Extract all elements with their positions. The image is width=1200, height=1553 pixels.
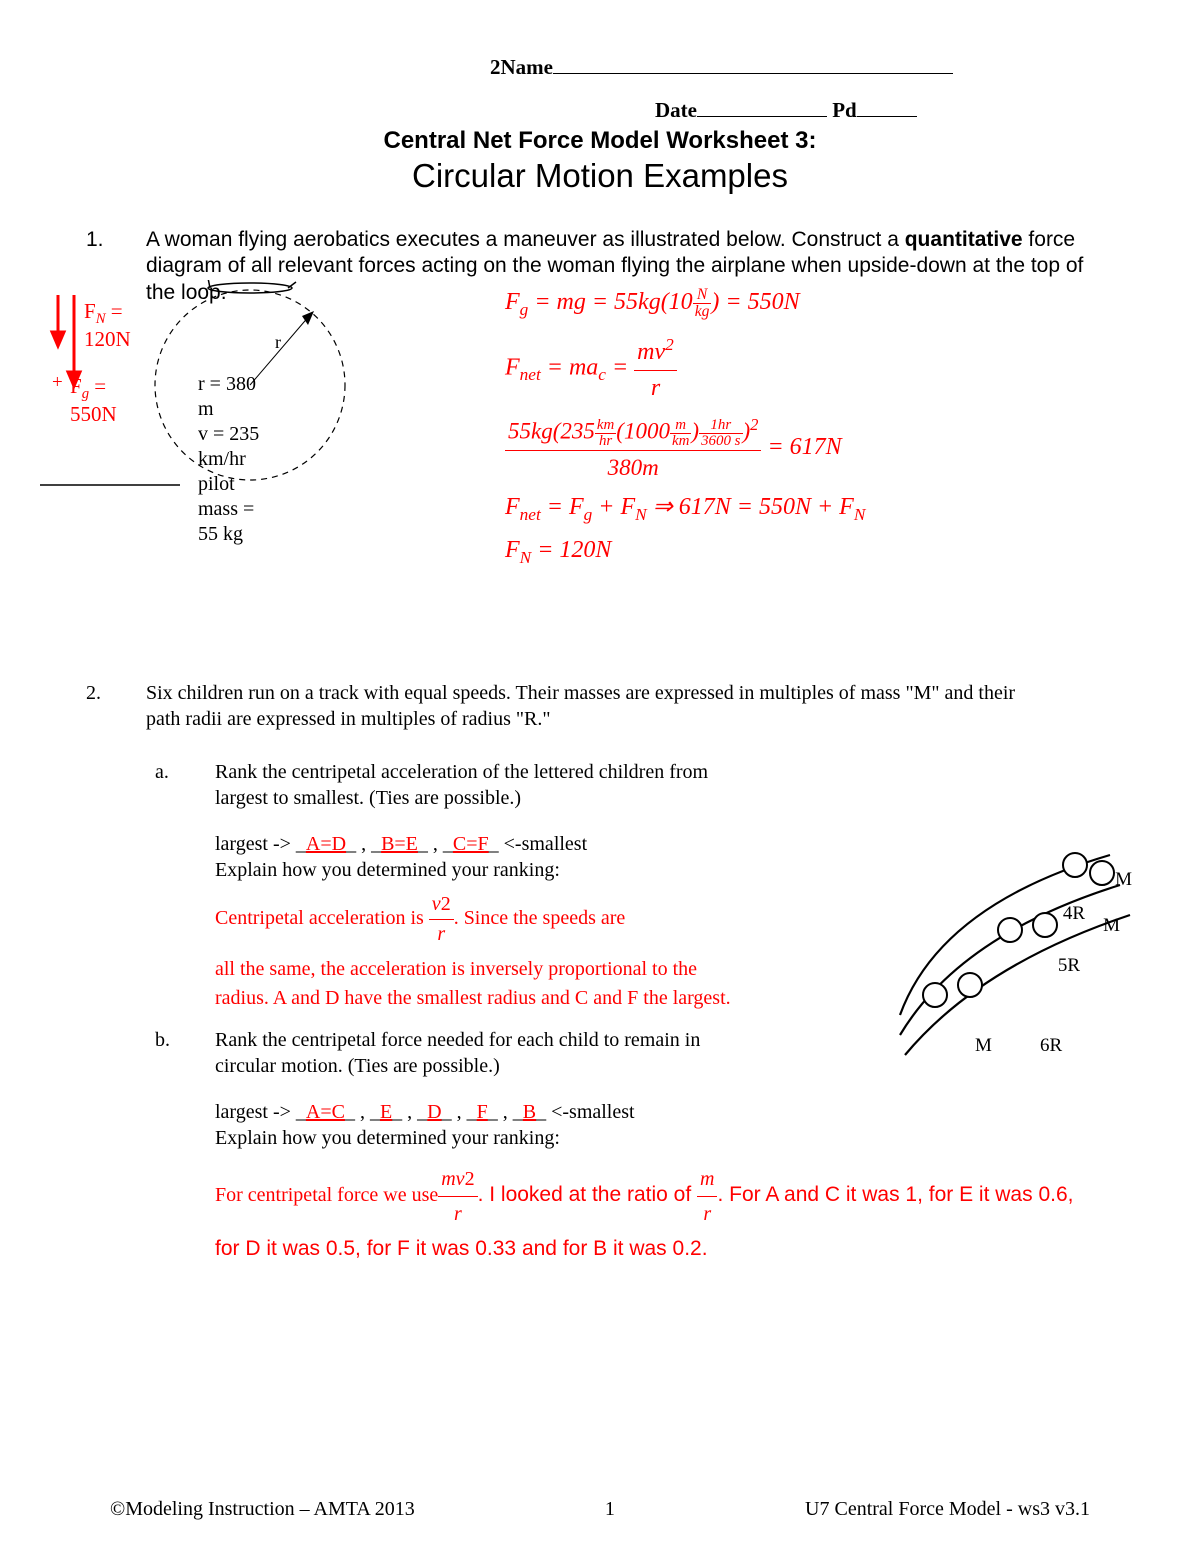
track-svg [880,845,1140,1075]
q1-body-a: A woman flying aerobatics executes a man… [146,228,905,251]
date-label: Date [655,98,697,122]
track-diagram: M 4R M 5R M 6R [880,845,1140,1075]
footer-left: ©Modeling Instruction – AMTA 2013 [110,1498,415,1521]
eq-line1: Fg = mg = 55kg(10Nkg) = 550N [505,285,1135,322]
q1-number: 1. [116,227,146,253]
q2-intro: 2.Six children run on a track with equal… [110,680,1050,732]
eq-line5: FN = 120N [505,533,1135,570]
eq-line2: Fnet = mac = mv2r [505,332,1135,406]
worksheet-page: 2Name Date Pd Central Net Force Model Wo… [0,0,1200,1553]
r-letter: r [275,332,281,353]
eq-line3: 55kg(235kmhr(1000mkm)1hr3600 s)2 380m = … [505,413,1135,484]
q2b: b.Rank the centripetal force needed for … [110,1028,730,1079]
title-block: Central Net Force Model Worksheet 3: Cir… [110,127,1090,195]
q2a-text: Rank the centripetal acceleration of the… [215,761,708,809]
track-lbl-m1: M [1115,869,1132,891]
q2-number: 2. [116,680,146,706]
pd-label: Pd [832,98,857,122]
track-lbl-m3: M [975,1035,992,1057]
q2b-text: Rank the centripetal force needed for ea… [215,1029,700,1077]
name-blank [553,73,953,74]
worksheet-subtitle: Central Net Force Model Worksheet 3: [110,127,1090,155]
pd-blank [857,116,917,117]
q2a-num: a. [185,760,215,786]
track-lbl-m2: M [1103,915,1120,937]
footer-right: U7 Central Force Model - ws3 v3.1 [805,1498,1090,1521]
date-blank [697,116,827,117]
q2b-answer: For centripetal force we usemv2r. I look… [215,1162,1075,1267]
svg-text:+: + [52,372,63,393]
q2a-rank: largest -> _A=D_ , _B=E_ , _C=F_ <-small… [215,832,855,883]
track-lbl-5r: 5R [1058,955,1080,977]
q2b-num: b. [185,1028,215,1054]
fg-label: Fg = 550N [70,375,117,426]
q2a-answer: Centripetal acceleration is v2r. Since t… [215,890,745,1013]
q2a-explain-label: Explain how you determined your ranking: [215,859,560,881]
name-label: 2Name [490,55,553,79]
track-lbl-4r: 4R [1063,903,1085,925]
q2b-rank: largest -> _A=C_ , _E_ , _D_ , _F_ , _B_… [215,1100,965,1151]
footer-center: 1 [605,1498,615,1521]
page-footer: ©Modeling Instruction – AMTA 2013 1 U7 C… [0,1498,1200,1521]
q1-bold: quantitative [905,228,1023,251]
worksheet-title: Circular Motion Examples [110,157,1090,195]
fn-label: FN = 120N [84,300,131,351]
q2b-explain-label: Explain how you determined your ranking: [215,1127,560,1149]
q1-diagram: + FN = 120N Fg = 550N r = 380 [40,280,360,600]
q2a-answer-2: all the same, the acceleration is invers… [215,955,745,1013]
q2a: a.Rank the centripetal acceleration of t… [110,760,730,811]
q2-intro-text: Six children run on a track with equal s… [146,682,1015,730]
q1-equations: Fg = mg = 55kg(10Nkg) = 550N Fnet = mac … [505,285,1135,570]
loop-params: r = 380mv = 235km/hrpilotmass =55 kg [198,372,259,547]
name-row: 2Name [490,55,1090,80]
track-lbl-6r: 6R [1040,1035,1062,1057]
eq-line4: Fnet = Fg + FN ⇒ 617N = 550N + FN [505,490,1135,527]
date-pd-row: Date Pd [655,98,1090,123]
